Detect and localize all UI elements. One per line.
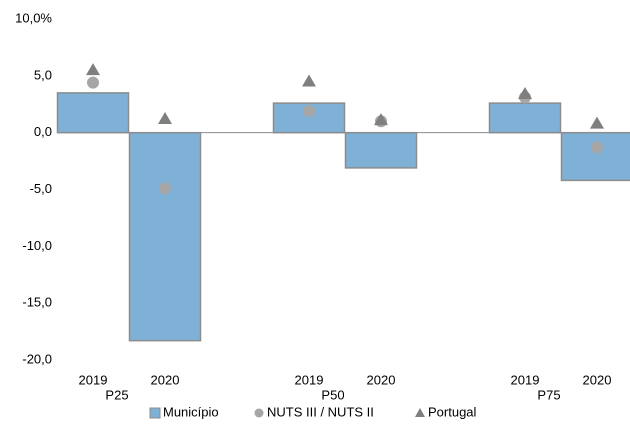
- bar: [344, 131, 418, 169]
- x-tick-label: 2020: [151, 372, 180, 387]
- legend-label: Município: [163, 404, 219, 419]
- marker-circle: [591, 141, 603, 154]
- group-label: P75: [537, 387, 560, 402]
- x-tick-label: 2019: [511, 372, 540, 387]
- marker-circle: [159, 182, 171, 195]
- legend-label: Portugal: [428, 404, 477, 419]
- legend-swatch: [254, 408, 264, 418]
- marker-triangle: [302, 74, 316, 87]
- marker-triangle: [374, 113, 388, 126]
- y-tick-label: 5,0: [34, 67, 52, 82]
- marker-circle: [87, 76, 99, 89]
- legend-label: NUTS III / NUTS II: [267, 404, 374, 419]
- y-tick-label: -10,0: [22, 238, 52, 253]
- marker-triangle: [590, 116, 604, 129]
- y-tick-label: 0,0: [34, 124, 52, 139]
- marker-triangle: [86, 63, 100, 76]
- y-tick-label: 10,0%: [15, 10, 52, 25]
- bar: [560, 131, 630, 182]
- y-tick-label: -20,0: [22, 351, 52, 366]
- bar: [56, 92, 130, 134]
- y-tick-label: -15,0: [22, 295, 52, 310]
- bar: [488, 102, 562, 134]
- marker-circle: [303, 105, 315, 118]
- marker-triangle: [518, 87, 532, 100]
- marker-triangle: [158, 112, 172, 125]
- group-label: P50: [321, 387, 344, 402]
- y-tick-label: -5,0: [30, 181, 52, 196]
- group-label: P25: [105, 387, 128, 402]
- x-tick-label: 2020: [583, 372, 612, 387]
- x-tick-label: 2019: [295, 372, 324, 387]
- x-tick-label: 2019: [79, 372, 108, 387]
- x-tick-label: 2020: [367, 372, 396, 387]
- legend-swatch: [149, 407, 161, 419]
- legend-swatch: [415, 408, 425, 417]
- bar: [128, 131, 202, 342]
